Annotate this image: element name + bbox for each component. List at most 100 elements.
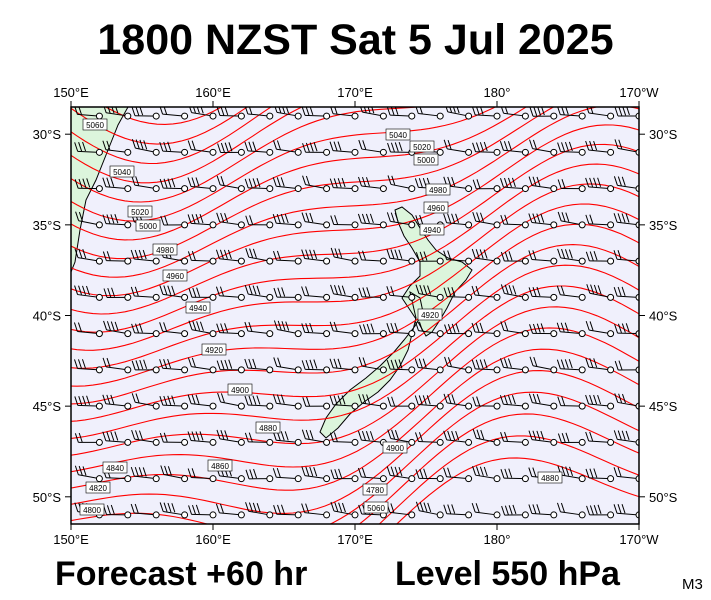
wind-barb	[501, 504, 529, 519]
wind-barb	[273, 504, 302, 519]
contour-label: 4880	[255, 421, 281, 434]
wind-barb	[386, 466, 416, 483]
wind-barb	[74, 359, 103, 374]
wind-barb	[216, 212, 245, 229]
contour-line	[71, 348, 639, 491]
wind-barb	[74, 395, 103, 410]
wind-barb	[359, 323, 387, 338]
wind-barb	[585, 431, 615, 446]
wind-barb	[159, 322, 189, 338]
wind-barb	[443, 250, 473, 265]
wind-barb	[245, 215, 274, 229]
lat-label-right: 50°S	[649, 490, 678, 505]
svg-text:4900: 4900	[386, 444, 404, 453]
wind-barb	[529, 107, 558, 120]
wind-barb	[302, 396, 331, 410]
contour-label: 4900	[227, 383, 253, 396]
wind-barb	[358, 176, 387, 193]
lon-label-top: 150°E	[53, 85, 89, 100]
wind-barb	[415, 468, 444, 483]
wind-barb	[443, 430, 473, 446]
contour-line	[71, 107, 639, 278]
wind-barb	[74, 285, 103, 301]
wind-barb	[529, 139, 558, 156]
contour-label: 4920	[201, 343, 227, 356]
contour-line	[71, 107, 304, 184]
height-contours	[71, 107, 639, 524]
svg-text:5040: 5040	[113, 168, 131, 177]
forecast-label: Forecast +60 hr	[55, 555, 308, 593]
wind-barb	[216, 429, 245, 446]
wind-barb	[301, 466, 331, 483]
wind-barb	[245, 468, 274, 483]
wind-barb	[187, 431, 217, 446]
wind-barb	[215, 286, 245, 301]
wind-barb	[613, 503, 639, 519]
land-australia	[71, 107, 129, 273]
wind-barb	[386, 286, 416, 301]
wind-barb	[586, 107, 615, 120]
wind-barb	[75, 211, 103, 229]
lon-label-bottom: 160°E	[195, 532, 231, 547]
wind-barb	[414, 432, 444, 446]
wind-barb	[244, 321, 274, 338]
wind-barb	[159, 107, 189, 120]
wind-barb	[445, 107, 473, 120]
contour-line	[71, 306, 639, 456]
wind-barb	[443, 393, 473, 410]
wind-barb	[187, 357, 217, 374]
wind-barb	[472, 429, 501, 446]
wind-barb	[216, 175, 245, 193]
contour-line	[71, 107, 497, 222]
wind-barb	[414, 358, 444, 374]
wind-barb	[387, 175, 416, 193]
wind-barb	[102, 251, 132, 265]
wind-barb	[272, 250, 302, 265]
contour-label: 5040	[385, 128, 411, 141]
wind-barb	[556, 359, 586, 374]
wind-barb	[244, 284, 274, 301]
wind-barb	[160, 465, 189, 483]
contour-label: 5060	[363, 501, 389, 514]
wind-barb	[358, 287, 387, 301]
product-code: M3	[682, 576, 703, 593]
lat-label-right: 40°S	[649, 309, 678, 324]
contour-label: 4800	[79, 503, 105, 516]
wind-barb	[159, 502, 189, 519]
wind-barb	[216, 359, 245, 374]
wind-barb	[557, 107, 586, 120]
wind-barb	[415, 107, 444, 120]
lat-label-left: 50°S	[33, 490, 62, 505]
wind-barb	[386, 503, 416, 519]
wind-barb	[330, 107, 359, 120]
svg-text:4880: 4880	[259, 424, 277, 433]
wind-barb	[614, 107, 639, 120]
wind-barb	[188, 504, 217, 519]
wind-barb	[529, 323, 558, 338]
wind-barb	[74, 432, 103, 446]
map-ticks: 150°E 150°E 160°E 160°E 170°E 170°E 180° 180° 17…	[33, 85, 678, 547]
wind-barb	[528, 286, 558, 301]
wind-barb	[586, 284, 615, 301]
wind-barb	[103, 107, 132, 120]
wind-barb	[443, 139, 473, 156]
contour-label: 4960	[423, 201, 449, 214]
svg-text:5020: 5020	[413, 143, 431, 152]
wind-barb	[301, 503, 331, 519]
svg-text:5040: 5040	[389, 131, 407, 140]
wind-barb	[273, 320, 302, 338]
contour-line	[71, 143, 639, 315]
wind-barb	[471, 285, 501, 301]
wind-barb	[386, 212, 416, 229]
wind-barb	[244, 395, 274, 410]
wind-barb	[244, 141, 274, 156]
contour-label: 4980	[152, 243, 178, 256]
wind-barb	[187, 177, 217, 193]
wind-barbs	[73, 107, 639, 519]
contour-label: 4820	[85, 481, 111, 494]
svg-text:4980: 4980	[156, 246, 174, 255]
wind-barb	[245, 248, 274, 265]
wind-barb	[472, 396, 501, 410]
lat-label-left: 30°S	[33, 127, 62, 142]
contour-line	[71, 327, 639, 473]
